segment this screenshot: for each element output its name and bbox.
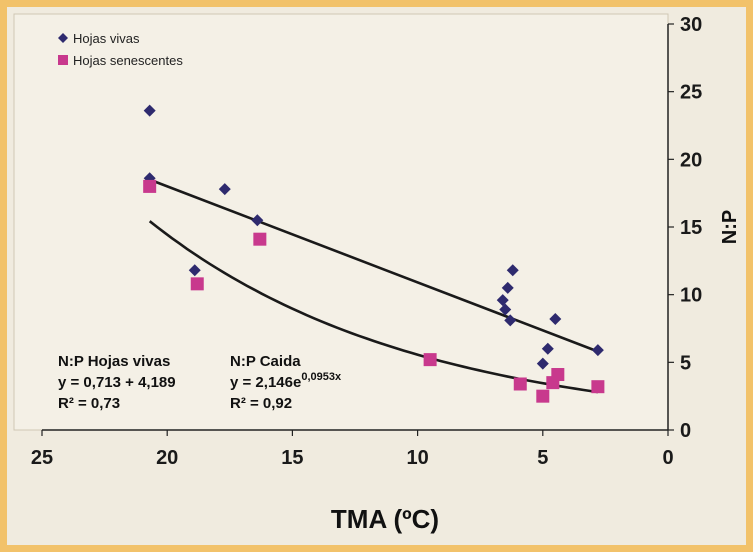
y-tick-label: 25	[680, 82, 702, 104]
point-hojas-senescentes	[253, 232, 267, 246]
x-axis-title: TMA (ºC)	[331, 504, 439, 534]
point-hojas-vivas	[501, 281, 514, 294]
point-hojas-vivas	[541, 342, 554, 355]
point-hojas-vivas	[496, 294, 509, 307]
legend-label: Hojas senescentes	[73, 53, 183, 68]
point-hojas-vivas	[506, 264, 519, 277]
y-tick-label: 15	[680, 217, 702, 239]
x-tick-label: 10	[406, 447, 428, 469]
point-hojas-senescentes	[143, 179, 157, 193]
point-hojas-senescentes	[536, 389, 550, 403]
point-hojas-vivas	[251, 214, 264, 227]
point-hojas-vivas	[536, 357, 549, 370]
legend-marker-square	[58, 55, 68, 65]
point-hojas-vivas	[188, 264, 201, 277]
y-tick-label: 30	[680, 14, 702, 36]
annotation-caida-line: R² = 0,92	[230, 395, 292, 412]
x-tick-label: 20	[156, 447, 178, 469]
point-hojas-senescentes	[423, 353, 437, 367]
trendline-linear	[149, 178, 599, 353]
legend-label: Hojas vivas	[73, 31, 140, 46]
data-points	[143, 104, 605, 403]
annotation-vivas-line: y = 0,713 + 4,189	[58, 374, 176, 391]
point-hojas-vivas	[218, 183, 231, 196]
point-hojas-senescentes	[591, 380, 605, 394]
y-tick-label: 20	[680, 149, 702, 171]
y-tick-label: 0	[680, 420, 691, 442]
point-hojas-vivas	[504, 314, 517, 327]
annotation-vivas-line: R² = 0,73	[58, 395, 120, 412]
point-hojas-senescentes	[190, 277, 204, 291]
point-hojas-senescentes	[551, 368, 565, 382]
x-tick-label: 15	[281, 447, 303, 469]
annotation-caida-line: N:P Caida	[230, 353, 301, 370]
x-tick-label: 0	[662, 447, 673, 469]
legend-marker-diamond	[58, 33, 68, 43]
x-tick-label: 25	[31, 447, 53, 469]
x-tick-label: 5	[537, 447, 548, 469]
plot-area	[13, 13, 669, 431]
annotation-exponent: 0,0953x	[301, 371, 342, 383]
point-hojas-vivas	[549, 313, 562, 326]
y-axis-title: N:P	[719, 210, 741, 244]
point-hojas-vivas	[591, 344, 604, 357]
legend: Hojas vivas Hojas senescentes	[58, 31, 183, 68]
axes: 25 20 15 10 5 00 5 10 15 20 25 30 TMA (ºC) N:P	[13, 13, 741, 534]
y-tick-label: 10	[680, 285, 702, 307]
annotation-vivas-line: N:P Hojas vivas	[58, 353, 170, 370]
point-hojas-vivas	[143, 104, 156, 117]
point-hojas-senescentes	[513, 377, 527, 391]
point-hojas-vivas	[499, 303, 512, 316]
y-tick-label: 5	[680, 352, 691, 374]
